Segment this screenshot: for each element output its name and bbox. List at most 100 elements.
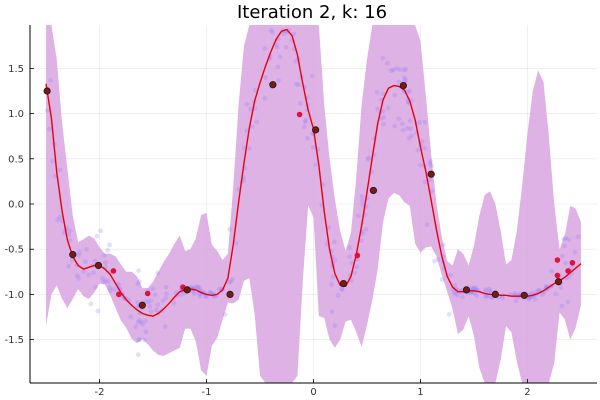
background-point — [474, 293, 479, 299]
background-point — [427, 161, 433, 166]
background-point — [339, 286, 345, 292]
background-point — [392, 92, 398, 98]
background-point — [572, 249, 578, 255]
background-point — [500, 295, 505, 301]
background-point — [270, 29, 275, 35]
background-point — [66, 232, 72, 238]
y-tick-label: -1.0 — [4, 290, 24, 301]
background-point — [394, 66, 399, 71]
background-point — [296, 82, 302, 88]
background-point — [459, 294, 465, 300]
background-point — [268, 27, 274, 33]
background-point — [558, 285, 564, 291]
background-point — [95, 308, 101, 314]
background-point — [329, 309, 335, 315]
background-point — [384, 61, 390, 66]
background-point — [332, 257, 338, 263]
background-point — [193, 284, 198, 290]
y-tick-label: 0.5 — [8, 154, 24, 165]
background-point — [67, 237, 73, 243]
background-point — [472, 290, 477, 296]
background-point — [365, 156, 371, 162]
background-point — [526, 296, 532, 302]
background-point — [381, 121, 386, 127]
x-tick-label: 2 — [524, 387, 530, 398]
background-point — [473, 285, 478, 290]
background-point — [44, 108, 50, 113]
x-tick-label: 0 — [310, 387, 316, 398]
background-point — [355, 213, 361, 219]
background-point — [135, 319, 141, 325]
background-point — [427, 177, 433, 183]
background-point — [81, 269, 87, 274]
background-point — [128, 314, 134, 319]
background-point — [106, 279, 111, 284]
background-point — [103, 260, 109, 265]
background-point — [335, 292, 341, 298]
knot-point — [138, 301, 146, 309]
background-point — [380, 91, 386, 97]
knot-point — [43, 87, 51, 95]
observed-point — [354, 252, 361, 259]
background-point — [195, 284, 201, 290]
background-point — [405, 89, 411, 95]
observed-point — [565, 268, 571, 274]
background-point — [74, 273, 80, 279]
background-point — [69, 257, 75, 263]
background-point — [359, 194, 365, 200]
background-point — [428, 158, 434, 164]
background-point — [84, 247, 89, 252]
background-point — [440, 242, 446, 248]
background-point — [549, 268, 555, 274]
background-point — [320, 182, 326, 187]
x-tick-label: -2 — [95, 387, 105, 398]
background-point — [194, 284, 200, 290]
background-point — [248, 106, 253, 112]
background-point — [375, 106, 381, 112]
background-point — [136, 337, 142, 343]
background-point — [302, 119, 308, 125]
background-point — [171, 300, 177, 306]
background-point — [233, 240, 239, 246]
background-point — [559, 253, 565, 259]
background-point — [163, 295, 169, 301]
background-point — [566, 237, 571, 243]
knot-point — [269, 81, 277, 89]
knot-point — [226, 290, 234, 299]
knot-point — [520, 291, 528, 299]
background-point — [254, 119, 260, 125]
background-point — [330, 274, 336, 280]
background-point — [562, 243, 567, 249]
background-point — [154, 307, 159, 312]
observed-point — [110, 268, 117, 274]
background-point — [101, 253, 107, 259]
background-point — [374, 89, 380, 95]
background-point — [399, 121, 405, 127]
background-point — [155, 270, 161, 276]
observed-point — [296, 111, 303, 118]
background-point — [331, 239, 337, 245]
background-point — [77, 249, 82, 255]
background-point — [244, 101, 250, 107]
background-point — [407, 88, 412, 94]
background-point — [57, 167, 63, 173]
background-point — [148, 298, 154, 303]
background-point — [536, 288, 542, 293]
background-point — [401, 67, 407, 73]
background-point — [107, 288, 113, 293]
background-point — [304, 135, 310, 141]
observed-point — [144, 290, 151, 297]
background-point — [226, 279, 232, 285]
background-point — [392, 123, 398, 129]
background-point — [360, 198, 365, 204]
background-point — [422, 119, 428, 125]
background-point — [207, 290, 213, 296]
background-point — [216, 286, 222, 292]
background-point — [138, 319, 144, 325]
knot-point — [339, 279, 348, 288]
background-point — [529, 290, 535, 296]
x-tick-label: -1 — [202, 387, 212, 398]
background-point — [561, 236, 567, 242]
background-point — [91, 270, 96, 276]
